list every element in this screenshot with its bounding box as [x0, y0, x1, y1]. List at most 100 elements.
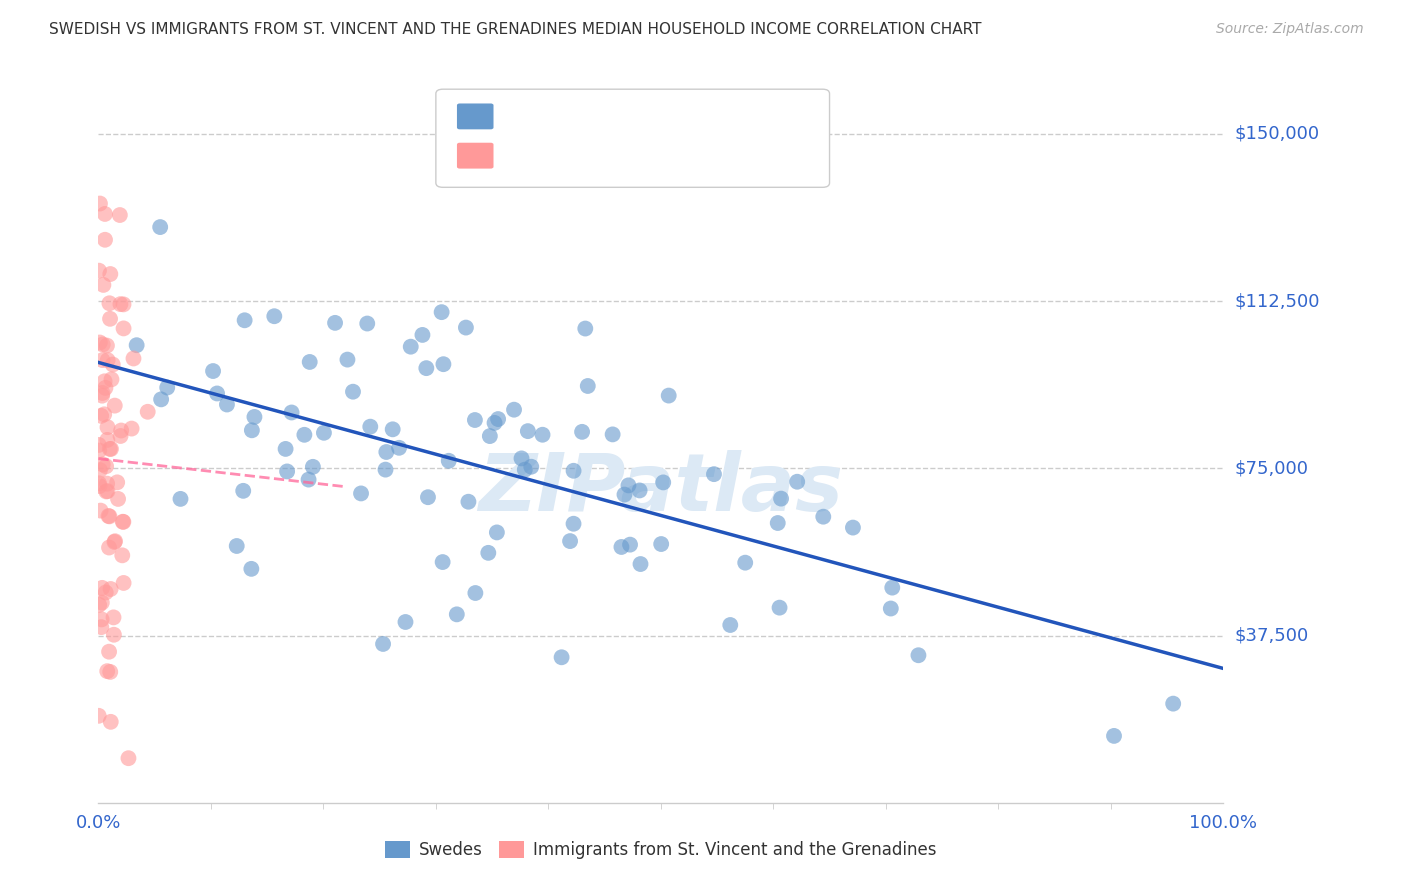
Point	[104, 399, 127, 413]
Point	[96, 664, 118, 678]
Point	[658, 388, 681, 402]
Point	[90, 612, 112, 626]
Point	[718, 618, 741, 632]
Point	[136, 405, 159, 419]
Point	[574, 321, 596, 335]
Text: ZIPatlas: ZIPatlas	[478, 450, 844, 528]
Point	[613, 487, 636, 501]
Point	[371, 637, 394, 651]
Point	[617, 478, 640, 492]
Point	[240, 423, 263, 437]
Point	[91, 386, 114, 401]
Point	[571, 425, 593, 439]
Point	[477, 546, 499, 560]
Point	[215, 397, 238, 411]
Point	[105, 475, 128, 490]
Point	[90, 503, 112, 517]
Point	[280, 405, 302, 419]
Point	[650, 537, 672, 551]
Point	[842, 520, 865, 534]
Point	[112, 515, 135, 529]
Point	[652, 475, 675, 490]
Point	[169, 491, 191, 506]
Point	[98, 665, 121, 679]
Point	[484, 416, 506, 430]
Point	[87, 263, 110, 277]
Point	[104, 534, 127, 549]
Point	[98, 541, 121, 555]
Point	[432, 357, 454, 371]
Point	[550, 650, 572, 665]
Point	[125, 338, 148, 352]
Point	[576, 379, 599, 393]
Point	[149, 220, 172, 235]
Point	[103, 610, 125, 624]
Point	[350, 486, 373, 500]
Point	[93, 277, 115, 292]
Point	[103, 535, 125, 549]
Point	[513, 463, 536, 477]
Point	[97, 353, 120, 368]
Point	[205, 386, 228, 401]
Point	[768, 600, 790, 615]
Point	[94, 459, 117, 474]
Point	[89, 598, 111, 612]
Point	[100, 442, 122, 456]
Point	[1102, 729, 1125, 743]
Point	[880, 601, 903, 615]
Point	[93, 407, 115, 421]
Point	[100, 582, 122, 596]
Point	[97, 508, 120, 523]
Point	[510, 451, 533, 466]
Point	[110, 424, 132, 438]
Point	[558, 534, 581, 549]
Point	[98, 442, 121, 456]
Point	[91, 337, 114, 351]
Point	[89, 463, 111, 477]
Point	[90, 596, 112, 610]
Point	[96, 433, 118, 447]
Point	[111, 515, 134, 529]
Point	[882, 581, 904, 595]
Point	[87, 476, 110, 491]
Text: $112,500: $112,500	[1234, 292, 1320, 310]
Point	[110, 297, 132, 311]
Point	[416, 490, 439, 504]
Point	[91, 458, 114, 472]
Point	[394, 615, 416, 629]
Point	[486, 412, 509, 426]
Point	[263, 310, 285, 324]
Point	[628, 483, 651, 498]
Point	[336, 352, 359, 367]
Point	[91, 581, 114, 595]
Text: Source: ZipAtlas.com: Source: ZipAtlas.com	[1216, 22, 1364, 37]
Point	[766, 516, 789, 530]
Point	[94, 381, 117, 395]
Point	[94, 207, 117, 221]
Legend: Swedes, Immigrants from St. Vincent and the Grenadines: Swedes, Immigrants from St. Vincent and …	[378, 834, 943, 866]
Point	[454, 320, 477, 334]
Point	[276, 465, 298, 479]
Text: $37,500: $37,500	[1234, 626, 1309, 645]
Point	[630, 557, 652, 571]
Point	[770, 491, 793, 506]
Point	[374, 462, 396, 476]
Point	[112, 576, 135, 591]
Point	[243, 409, 266, 424]
Point	[619, 538, 641, 552]
Point	[100, 714, 122, 729]
Point	[87, 438, 110, 452]
Point	[907, 648, 929, 663]
Point	[381, 422, 404, 436]
Point	[734, 556, 756, 570]
Point	[703, 467, 725, 482]
Point	[610, 540, 633, 554]
Point	[98, 509, 121, 524]
Point	[96, 420, 118, 434]
Point	[388, 441, 411, 455]
Point	[98, 311, 121, 326]
Point	[562, 464, 585, 478]
Point	[93, 374, 115, 388]
Point	[91, 389, 114, 403]
Point	[156, 380, 179, 394]
